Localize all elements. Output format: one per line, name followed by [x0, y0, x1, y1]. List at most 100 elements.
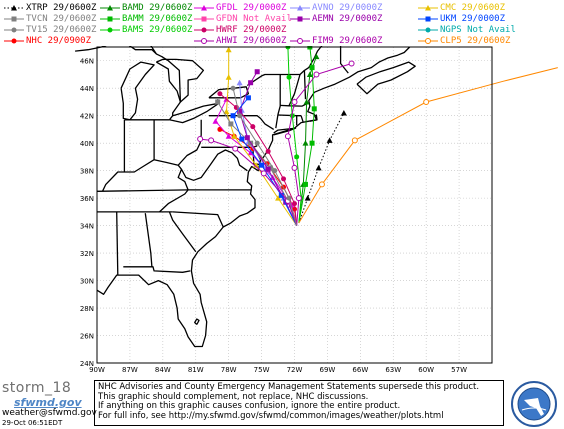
lat-label: 28N: [80, 305, 94, 313]
track-point: [326, 137, 333, 143]
legend-marker-icon: [425, 5, 431, 11]
track-line: [232, 97, 298, 226]
track-point: [265, 166, 271, 172]
legend-swatch-icon: [4, 5, 24, 11]
track-line: [298, 46, 315, 223]
track-point: [225, 46, 232, 53]
track-point: [309, 140, 315, 146]
track-point: [228, 121, 234, 127]
legend-swatch-icon: [418, 16, 438, 22]
track-point: [292, 201, 297, 207]
track-point: [315, 164, 322, 171]
track-point: [295, 195, 302, 202]
legend-swatch-icon: [4, 16, 24, 22]
track-point: [231, 133, 238, 139]
track-point: [286, 74, 292, 80]
legend-label: AEMN 29/0000Z: [312, 14, 383, 24]
lon-label: 60W: [418, 366, 434, 374]
track-point: [294, 154, 300, 160]
track-point: [254, 140, 260, 146]
legend-marker-icon: [297, 38, 303, 44]
legend-marker-icon: [425, 27, 431, 33]
disclaimer-line: NHC Advisories and County Emergency Mana…: [98, 382, 480, 392]
track-point: [275, 195, 282, 201]
lat-label: 30N: [80, 278, 94, 286]
legend-label: FIM9 29/0600Z: [312, 36, 383, 46]
legend-label: CMC 29/0600Z: [440, 3, 506, 13]
track-point: [313, 53, 320, 60]
track-point: [253, 162, 260, 168]
legend-swatch-icon: [100, 16, 120, 22]
legend-marker-icon: [297, 5, 303, 11]
lat-label: 32N: [80, 250, 94, 258]
track-point: [245, 95, 251, 101]
legend-marker-icon: [11, 38, 17, 44]
legend-swatch-icon: [100, 5, 120, 11]
track-point: [215, 99, 221, 105]
track-point: [302, 181, 308, 187]
legend-label: TVCN 29/0600Z: [26, 14, 97, 24]
track-fim9: [197, 136, 298, 226]
lon-label: 84W: [155, 366, 171, 374]
lon-label: 66W: [352, 366, 368, 374]
track-point: [225, 133, 232, 139]
legend-swatch-icon: [290, 38, 310, 44]
track-point: [313, 71, 320, 78]
lat-label: 26N: [80, 333, 94, 341]
legend-swatch-icon: [194, 27, 214, 33]
legend-marker-icon: [107, 27, 113, 33]
track-line: [298, 67, 558, 224]
legend-marker-icon: [425, 16, 431, 22]
track-cmc: [223, 46, 298, 226]
track-point: [247, 149, 254, 156]
track-xtrp: [298, 109, 347, 224]
legend-label: BAMS 29/0600Z: [122, 25, 193, 35]
legend-marker-icon: [107, 16, 113, 22]
legend-label: CLP5 29/0600Z: [440, 36, 511, 46]
legend-swatch-icon: [418, 38, 438, 44]
disclaimer-line: If anything on this graphic causes confu…: [98, 401, 401, 412]
track-point: [281, 176, 287, 182]
legend-label: UKM 29/0000Z: [440, 14, 506, 24]
lat-label: 38N: [80, 168, 94, 176]
track-ahwi: [284, 60, 355, 226]
track-point: [306, 71, 313, 77]
legend-swatch-icon: [100, 27, 120, 33]
legend-marker-icon: [11, 16, 17, 22]
legend-swatch-icon: [194, 5, 214, 11]
legend-swatch-icon: [418, 27, 438, 33]
track-point: [423, 98, 430, 105]
track-point: [292, 206, 297, 212]
track-point: [230, 113, 236, 119]
track-point: [260, 170, 267, 177]
legend-marker-icon: [201, 16, 207, 22]
track-bamd: [298, 53, 320, 223]
storm-label: storm_18: [2, 380, 72, 396]
legend-swatch-icon: [194, 38, 214, 44]
disclaimer-line[interactable]: For full info, see http://my.sfwmd.gov/s…: [98, 411, 444, 422]
legend-label: GFDN Not Avail: [216, 14, 292, 24]
track-point: [239, 136, 245, 142]
track-point: [250, 124, 256, 130]
legend-label: NHC 29/0900Z: [26, 36, 92, 46]
track-line: [287, 46, 302, 223]
track-point: [237, 109, 243, 115]
legend-marker-icon: [297, 16, 303, 22]
track-point: [230, 85, 236, 91]
legend-swatch-icon: [194, 16, 214, 22]
track-point: [236, 79, 243, 86]
lon-label: 78W: [221, 366, 237, 374]
legend-marker-icon: [11, 27, 17, 33]
forecast-tracks: [197, 44, 558, 226]
legend-marker-icon: [201, 27, 207, 33]
lon-label: 81W: [188, 366, 204, 374]
legend-swatch-icon: [418, 5, 438, 11]
legend-marker-icon: [201, 5, 207, 11]
legend-label: AVNO 29/0000Z: [312, 3, 383, 13]
lon-label: 69W: [319, 366, 335, 374]
track-line: [298, 112, 345, 224]
track-point: [259, 162, 265, 168]
disclaimer-line: This graphic should complement, not repl…: [98, 391, 369, 402]
track-point: [217, 91, 223, 97]
